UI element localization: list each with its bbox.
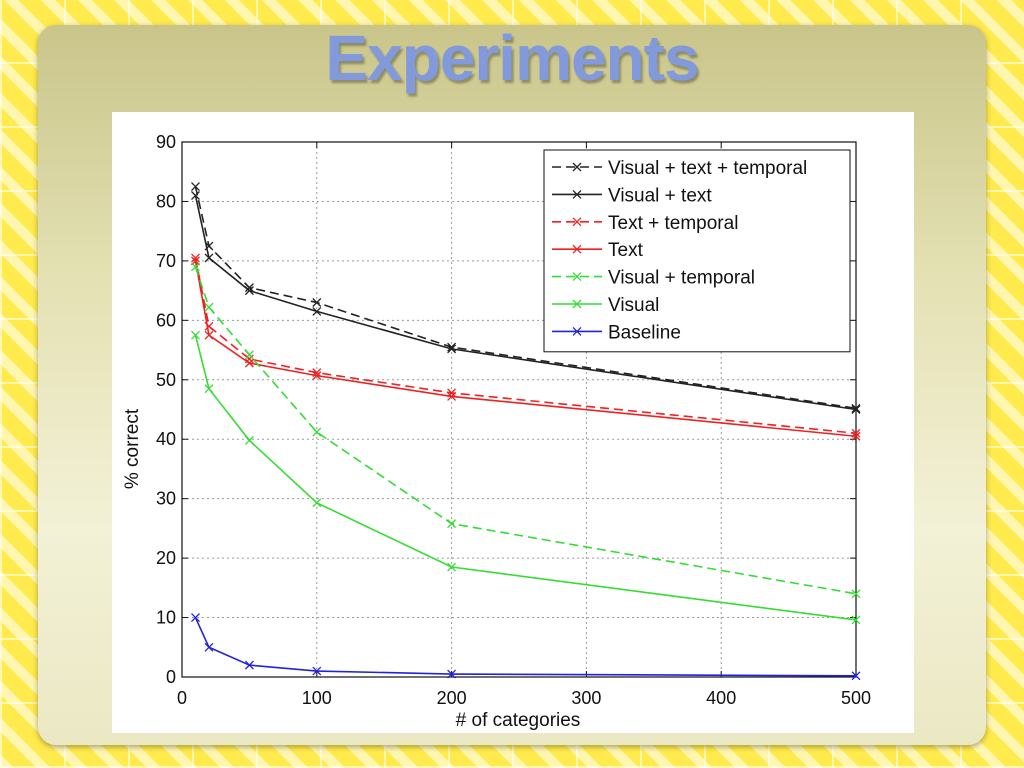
legend-label: Text + temporal [608, 213, 738, 234]
slide-title: Experiments [325, 22, 699, 94]
data-point [204, 384, 214, 394]
legend-entry: Visual + text + temporal [552, 158, 807, 179]
series-line [194, 195, 857, 411]
legend-marker [572, 326, 582, 336]
legend-marker [572, 299, 582, 309]
data-point [312, 306, 322, 316]
legend-label: Visual + text + temporal [608, 158, 807, 179]
series-line [194, 334, 857, 621]
data-point [851, 431, 861, 441]
legend-marker [572, 272, 582, 282]
y-tick-label: 50 [156, 370, 176, 390]
y-tick-label: 20 [156, 548, 176, 568]
x-axis-label: # of categories [456, 710, 581, 731]
series-line [194, 617, 857, 677]
chart-frame: 0 100 200 300 400 500 0 10 20 30 40 50 60 70 80 90 Visu… [112, 112, 914, 733]
y-tick-label: 80 [156, 191, 176, 211]
series-line [194, 257, 857, 435]
data-point [191, 191, 200, 200]
data-point [851, 589, 861, 599]
legend-entry: Text + temporal [552, 213, 738, 234]
data-point [191, 262, 200, 272]
data-point [244, 350, 254, 360]
series-line [194, 260, 857, 438]
data-point [244, 435, 254, 445]
series-line [194, 266, 857, 595]
legend-entry: Baseline [552, 322, 681, 343]
series-visual-text-temporal [191, 182, 861, 413]
data-point [447, 519, 457, 529]
data-point [447, 391, 457, 401]
data-point [851, 615, 861, 625]
data-point [191, 330, 200, 340]
legend-label: Baseline [608, 322, 681, 343]
data-point [447, 344, 457, 354]
chart-series [191, 182, 861, 681]
legend-marker [572, 162, 582, 172]
series-visual-text [191, 191, 861, 414]
legend-label: Text [608, 240, 644, 261]
x-tick-label: 300 [571, 688, 601, 708]
x-tick-label: 400 [706, 688, 736, 708]
y-tick-label: 30 [156, 489, 176, 509]
legend-entry: Visual + text [552, 185, 712, 206]
data-point [191, 253, 200, 263]
legend-entry: Text [552, 240, 644, 261]
y-tick-label: 40 [156, 429, 176, 449]
data-point [244, 358, 254, 368]
data-point [312, 427, 322, 437]
data-point [312, 371, 322, 381]
data-point [191, 613, 200, 623]
series-line [194, 186, 857, 410]
legend-marker [572, 217, 582, 227]
legend-marker [572, 189, 582, 199]
y-tick-label: 90 [156, 132, 176, 152]
line-chart: 0 100 200 300 400 500 0 10 20 30 40 50 60 70 80 90 Visu… [122, 132, 871, 731]
data-point [191, 182, 200, 192]
data-point [204, 330, 214, 340]
y-axis-label: % correct [122, 408, 143, 489]
legend-marker [572, 244, 582, 254]
y-tick-label: 0 [166, 667, 176, 687]
chart-legend: Visual + text + temporal Visual + text Tex… [543, 149, 851, 353]
data-point [312, 666, 322, 676]
data-point [312, 498, 322, 508]
data-point [447, 562, 457, 572]
data-point [851, 403, 861, 413]
legend-label: Visual + temporal [608, 268, 755, 289]
series-baseline [191, 613, 861, 681]
data-point [244, 660, 254, 670]
x-tick-label: 500 [841, 688, 871, 708]
data-point [851, 405, 861, 414]
data-point [244, 286, 254, 296]
data-point [851, 671, 861, 681]
x-tick-label: 0 [177, 688, 187, 708]
legend-entry: Visual [552, 295, 659, 316]
y-tick-label: 10 [156, 608, 176, 628]
legend-box [543, 149, 851, 353]
data-point [204, 642, 214, 652]
legend-label: Visual + text [608, 185, 712, 206]
y-tick-label: 60 [156, 310, 176, 330]
x-tick-label: 100 [302, 688, 332, 708]
data-point [204, 302, 214, 312]
data-point [312, 298, 322, 307]
y-tick-label: 70 [156, 251, 176, 271]
data-point [244, 283, 254, 293]
series-visual [191, 330, 861, 625]
series-text [191, 256, 861, 441]
legend-label: Visual [608, 295, 659, 316]
series-visual-temporal [191, 262, 861, 599]
data-point [204, 253, 214, 263]
legend-entry: Visual + temporal [552, 268, 755, 289]
x-tick-label: 200 [437, 688, 467, 708]
data-point [447, 669, 457, 679]
